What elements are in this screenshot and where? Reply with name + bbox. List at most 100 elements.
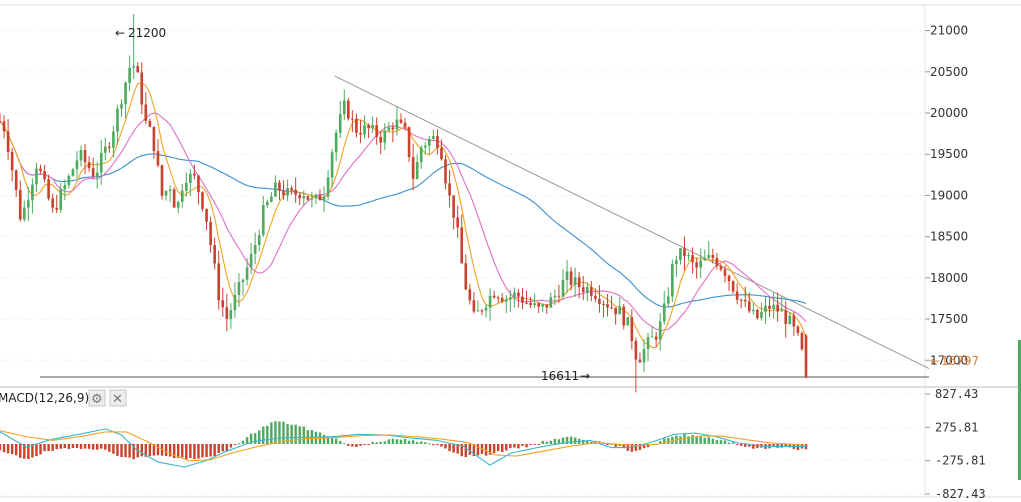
macd-histogram-bar — [703, 437, 706, 444]
candle — [654, 331, 658, 347]
candle — [756, 308, 759, 320]
candle-body — [675, 260, 678, 265]
macd-histogram-bar — [197, 444, 200, 459]
macd-histogram-bar — [27, 444, 30, 460]
macd-histogram-bar — [172, 444, 176, 459]
macd-close-button[interactable]: ✕ — [109, 389, 127, 407]
candle — [432, 129, 435, 141]
candle-body — [387, 127, 391, 131]
candle-body — [310, 198, 314, 200]
macd-histogram-bar — [391, 438, 395, 444]
macd-histogram-bar — [432, 444, 435, 446]
candle — [95, 161, 99, 189]
candle-body — [468, 289, 472, 301]
candle-body — [22, 207, 26, 220]
candle — [646, 332, 650, 362]
candle-body — [488, 295, 492, 308]
price-tick-label: 18000 — [930, 271, 968, 285]
close-icon[interactable]: ✕ — [112, 392, 123, 407]
macd-histogram-bar — [383, 441, 386, 444]
candle-body — [35, 168, 38, 185]
candle — [103, 137, 107, 161]
candle — [83, 143, 87, 174]
candle — [22, 200, 26, 222]
macd-histogram-bar — [201, 444, 204, 458]
candle — [282, 180, 285, 200]
candle — [464, 254, 468, 291]
macd-histogram-bar — [59, 444, 62, 449]
candle-body — [314, 194, 318, 199]
candle — [662, 290, 666, 325]
candle-body — [180, 190, 184, 202]
macd-histogram-bar — [233, 444, 237, 445]
candle — [302, 190, 306, 206]
candle-body — [55, 207, 59, 210]
candle — [59, 182, 63, 214]
candle-body — [39, 168, 42, 172]
scroll-indicator[interactable] — [1018, 340, 1021, 480]
candle — [638, 352, 642, 363]
candle — [253, 232, 257, 265]
candle — [581, 276, 585, 301]
macd-histogram-bar — [407, 440, 411, 444]
candle-body — [27, 200, 30, 208]
macd-histogram-bar — [468, 444, 472, 455]
candle-body — [440, 148, 443, 160]
macd-histogram-bar — [403, 438, 407, 444]
macd-histogram-bar — [39, 444, 42, 455]
macd-histogram-bar — [622, 444, 625, 449]
macd-histogram-bar — [687, 436, 690, 444]
candle-body — [788, 315, 792, 324]
candle-body — [804, 335, 808, 378]
candle — [128, 55, 131, 91]
candle-body — [752, 309, 755, 312]
candle-body — [662, 303, 666, 322]
candle — [679, 248, 682, 265]
macd-histogram-bar — [456, 444, 459, 454]
candle-body — [723, 269, 727, 276]
last-price-annotation: ← 16797 — [930, 354, 979, 368]
candle-body — [391, 127, 395, 130]
macd-pane[interactable] — [0, 421, 808, 468]
macd-histogram-bar — [334, 438, 338, 444]
candle-body — [415, 162, 419, 179]
candle-body — [638, 359, 642, 363]
macd-settings-button[interactable]: ⚙ — [88, 389, 106, 407]
macd-histogram-bar — [667, 438, 670, 444]
candle — [731, 280, 735, 294]
candle-body — [213, 245, 216, 264]
macd-histogram-bar — [784, 444, 787, 448]
candle-body — [456, 217, 459, 228]
macd-histogram-bar — [521, 444, 524, 446]
price-pane[interactable] — [0, 14, 930, 393]
candle — [602, 300, 605, 318]
candle — [237, 273, 241, 307]
candle-body — [517, 292, 520, 297]
candle-body — [590, 287, 593, 296]
macd-histogram-bar — [371, 441, 374, 444]
macd-histogram-bar — [683, 434, 686, 444]
candle-body — [172, 189, 176, 208]
gear-icon[interactable]: ⚙ — [91, 392, 103, 407]
candle — [772, 292, 775, 320]
candle-body — [743, 299, 747, 302]
candle-body — [156, 151, 160, 166]
macd-histogram-bar — [424, 442, 427, 444]
candle-body — [504, 299, 508, 302]
candle-body — [557, 295, 561, 297]
candle — [513, 287, 516, 308]
price-tick-label: 19500 — [930, 147, 968, 161]
candle-body — [428, 138, 431, 146]
candle-body — [792, 315, 796, 327]
candle-body — [739, 299, 743, 301]
candle-body — [691, 255, 694, 263]
candle — [411, 143, 415, 191]
candle-body — [0, 121, 2, 123]
candle-body — [411, 157, 415, 179]
candle-body — [756, 309, 759, 318]
macd-histogram-bar — [731, 442, 735, 444]
candle — [561, 269, 565, 298]
candle-body — [233, 295, 237, 311]
candle-body — [719, 266, 723, 270]
candle — [359, 119, 362, 144]
